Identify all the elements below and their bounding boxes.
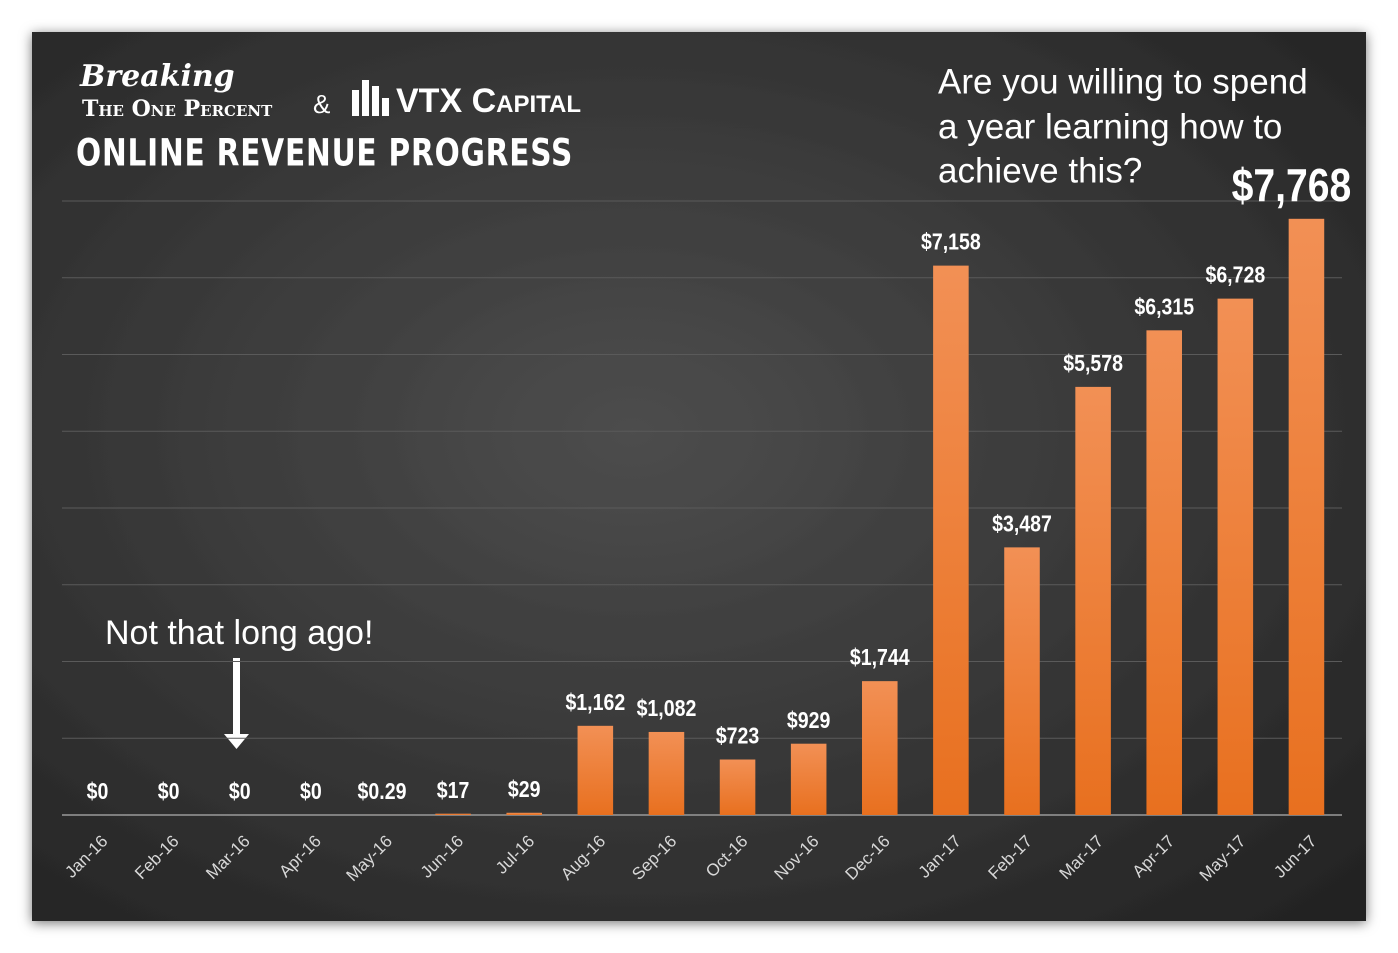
bar bbox=[790, 743, 827, 815]
logo-partner: VTX Capital bbox=[396, 82, 581, 120]
value-label: $929 bbox=[787, 707, 831, 733]
value-label: $0 bbox=[158, 779, 180, 805]
logo-script: Breaking bbox=[79, 59, 235, 94]
value-label: $5,578 bbox=[1063, 350, 1123, 376]
value-label: $0.29 bbox=[358, 779, 407, 805]
bar bbox=[577, 725, 614, 815]
value-label: $1,082 bbox=[637, 696, 697, 722]
bar bbox=[1146, 330, 1182, 815]
value-label: $1,744 bbox=[850, 645, 910, 671]
bar bbox=[506, 812, 542, 815]
bar bbox=[862, 681, 898, 815]
value-label: $17 bbox=[437, 777, 470, 803]
value-label: $3,487 bbox=[992, 511, 1052, 537]
logo-name: The One Percent bbox=[82, 96, 273, 122]
question-line: a year learning how to bbox=[938, 107, 1282, 146]
value-label: $0 bbox=[300, 779, 322, 805]
question-line: Are you willing to spend bbox=[938, 62, 1308, 101]
value-label: $6,315 bbox=[1134, 294, 1194, 320]
logo-icon bbox=[352, 80, 389, 116]
value-label: $723 bbox=[716, 723, 760, 749]
value-label: $0 bbox=[229, 779, 251, 805]
chart-title: ONLINE REVENUE PROGRESS bbox=[76, 131, 573, 174]
value-label: $0 bbox=[87, 779, 109, 805]
value-label: $7,158 bbox=[921, 229, 981, 255]
bar bbox=[1217, 298, 1254, 816]
value-label: $1,162 bbox=[565, 689, 625, 715]
bar bbox=[933, 265, 969, 815]
value-label: $7,768 bbox=[1232, 160, 1352, 212]
bar bbox=[435, 813, 471, 815]
value-label: $6,728 bbox=[1205, 262, 1265, 288]
bar bbox=[1004, 547, 1040, 815]
bar bbox=[1288, 218, 1325, 815]
value-label: $29 bbox=[508, 776, 541, 802]
bar bbox=[648, 731, 685, 815]
bar bbox=[719, 759, 756, 815]
panel bbox=[32, 32, 1366, 921]
logo-joiner: & bbox=[313, 89, 330, 119]
annotation: Not that long ago! bbox=[105, 614, 373, 652]
question-line: achieve this? bbox=[938, 151, 1142, 190]
bar bbox=[1075, 386, 1111, 815]
